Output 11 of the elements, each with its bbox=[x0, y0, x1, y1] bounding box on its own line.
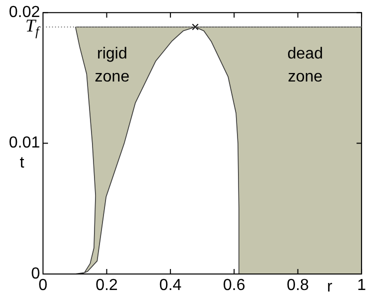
y-tick-label: 0.01 bbox=[8, 134, 40, 152]
x-tick-label: 0.4 bbox=[159, 277, 182, 294]
y-axis-title: t bbox=[20, 154, 25, 172]
y-tick-label: 0 bbox=[31, 265, 40, 282]
x-axis-title: r bbox=[327, 278, 334, 296]
series-label: rigid zone bbox=[94, 46, 130, 86]
x-tick-label: 0.8 bbox=[286, 277, 310, 294]
x-tick-label: 1 bbox=[357, 277, 366, 294]
x-tick-label: 0.6 bbox=[223, 277, 246, 294]
x-tick-label: 0.2 bbox=[96, 277, 118, 294]
series-label: dead zone bbox=[287, 46, 323, 86]
